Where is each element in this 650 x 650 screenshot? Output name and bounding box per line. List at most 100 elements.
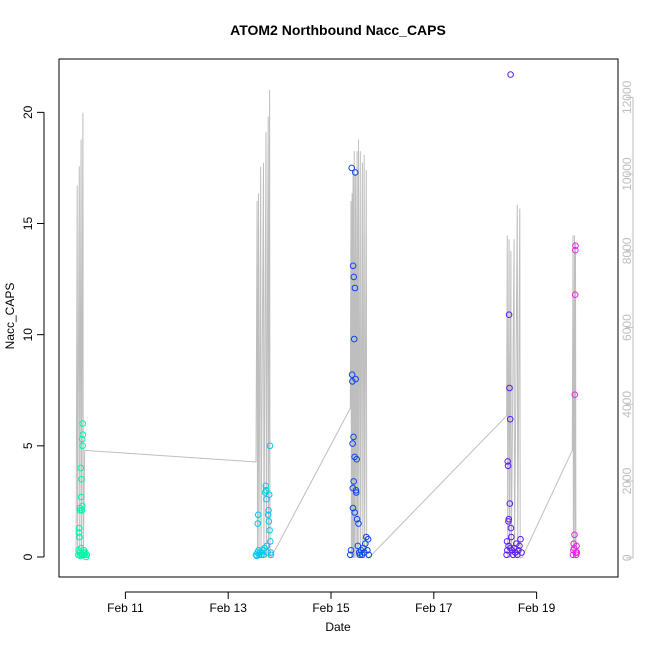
y2-tick-label: 10000 <box>620 157 634 191</box>
data-point <box>518 549 525 556</box>
data-point <box>76 533 83 541</box>
data-point <box>508 533 515 541</box>
data-point <box>364 547 371 554</box>
data-point <box>364 535 372 543</box>
y-tick-label: 20 <box>21 105 35 119</box>
data-point <box>264 511 272 519</box>
data-point <box>352 487 360 494</box>
y2-tick-label: 12000 <box>620 80 634 114</box>
data-point <box>350 335 358 343</box>
data-point <box>573 542 580 550</box>
data-point <box>355 520 362 527</box>
y-tick-label: 15 <box>21 217 35 231</box>
x-tick-label: Feb 19 <box>518 601 556 615</box>
data-point <box>254 520 262 527</box>
data-point <box>261 544 268 552</box>
chart-title: ATOM2 Northbound Nacc_CAPS <box>230 22 446 38</box>
data-point <box>507 544 514 552</box>
data-point <box>265 491 273 499</box>
x-axis-label: Date <box>325 620 351 634</box>
y2-tick-label: 6000 <box>620 314 634 341</box>
data-point <box>349 262 357 270</box>
y2-tick-label: 2000 <box>620 467 634 494</box>
data-point <box>572 246 579 254</box>
x-tick-label: Feb 13 <box>210 601 248 615</box>
data-point <box>504 462 512 470</box>
data-point <box>365 551 373 559</box>
y2-tick-label: 8000 <box>620 237 634 264</box>
data-point <box>350 273 358 281</box>
data-point <box>267 549 275 556</box>
y-tick-label: 0 <box>21 553 35 560</box>
x-tick-label: Feb 15 <box>312 601 350 615</box>
x-tick-label: Feb 11 <box>107 601 144 615</box>
data-point <box>353 455 361 463</box>
data-point <box>507 71 514 78</box>
data-point <box>347 547 355 554</box>
y-tick-label: 5 <box>21 442 35 449</box>
data-point <box>350 478 358 485</box>
data-point <box>347 551 354 559</box>
data-point <box>350 433 357 441</box>
y2-tick-label: 4000 <box>620 391 634 418</box>
secondary-series-line <box>75 89 577 559</box>
data-point <box>75 529 83 536</box>
points-layer <box>75 71 581 561</box>
data-point <box>352 375 359 383</box>
data-point <box>506 500 514 507</box>
data-point <box>503 551 510 559</box>
data-point <box>79 442 86 450</box>
data-point <box>351 284 359 292</box>
data-point <box>504 458 512 465</box>
data-point <box>353 515 361 523</box>
data-point <box>267 538 274 545</box>
data-point <box>352 169 359 176</box>
data-point <box>79 431 87 439</box>
data-point <box>75 524 83 532</box>
data-point <box>266 527 273 534</box>
data-point <box>262 487 270 494</box>
data-point <box>517 535 524 543</box>
data-point <box>507 524 515 532</box>
data-point <box>505 515 513 523</box>
x-tick-label: Feb 17 <box>415 601 453 615</box>
data-point <box>571 391 579 399</box>
data-point <box>349 504 357 512</box>
data-point <box>78 507 86 514</box>
data-point <box>572 242 579 249</box>
data-point <box>348 164 356 172</box>
data-point <box>77 493 85 501</box>
data-point <box>349 440 356 447</box>
data-point <box>571 291 579 299</box>
data-point <box>516 542 523 550</box>
data-point <box>262 482 270 490</box>
data-point <box>254 511 262 519</box>
data-point <box>79 420 86 427</box>
data-point <box>78 435 86 443</box>
y-axis-label: Nacc_CAPS <box>3 283 17 350</box>
data-point <box>78 475 85 483</box>
data-point <box>573 549 581 556</box>
data-point <box>265 507 272 514</box>
data-point <box>77 464 85 472</box>
y-tick-label: 10 <box>21 328 35 342</box>
axes-layer: Feb 11 Feb 13 Feb 15 Feb 17 Feb 19 0 5 10 15 20 0 2… <box>21 80 634 614</box>
data-point <box>79 502 86 510</box>
data-point <box>267 551 275 559</box>
data-point <box>505 311 513 319</box>
data-point <box>354 542 362 550</box>
y2-tick-label: 0 <box>620 554 634 561</box>
data-point <box>263 542 271 550</box>
data-point <box>83 551 91 559</box>
data-point <box>506 415 514 423</box>
data-point <box>258 551 265 559</box>
plot-frame <box>58 58 619 578</box>
data-point <box>571 531 578 539</box>
data-point <box>506 384 513 392</box>
data-point <box>265 518 273 525</box>
data-point <box>348 371 356 379</box>
data-point <box>266 442 274 450</box>
secondary-line-layer <box>75 89 577 559</box>
data-point <box>351 509 359 516</box>
